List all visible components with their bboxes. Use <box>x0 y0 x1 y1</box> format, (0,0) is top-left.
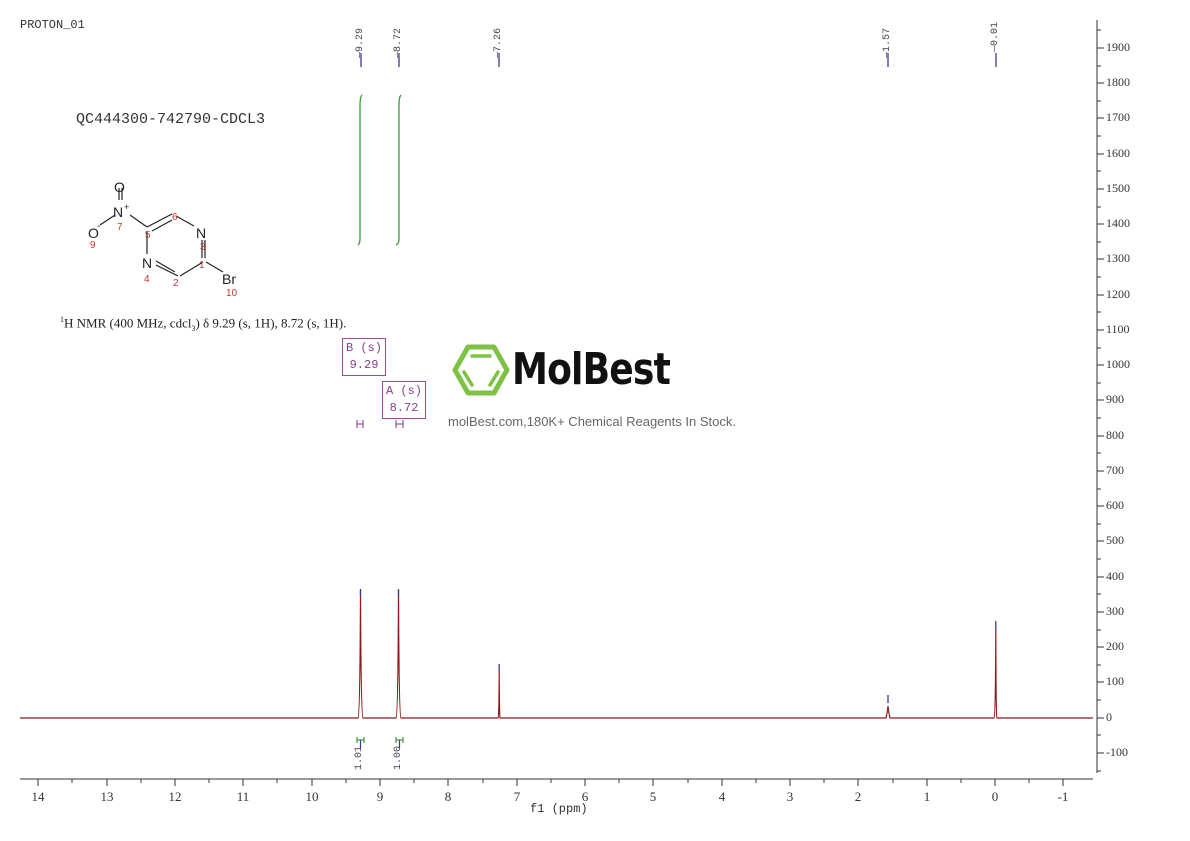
y-tick-label: -100 <box>1106 745 1128 759</box>
svg-text:5: 5 <box>145 230 151 241</box>
y-tick-label: 1800 <box>1106 75 1130 89</box>
y-tick-label: 300 <box>1106 604 1124 618</box>
sample-id: QC444300-742790-CDCL3 <box>76 111 266 128</box>
multiplet-box-b: B (s) 9.29 <box>342 338 386 376</box>
x-tick-label: 13 <box>100 789 114 804</box>
y-tick-label: 400 <box>1106 569 1124 583</box>
multiplet-range-markers <box>356 420 404 428</box>
x-tick-label: 5 <box>649 789 657 804</box>
x-tick-label: 12 <box>168 789 182 804</box>
atom-o8: O <box>114 179 125 195</box>
chemical-structure: O N + O - N N Br 7 9 5 6 3 1 4 2 10 <box>60 170 260 310</box>
y-tick-label: 600 <box>1106 498 1124 512</box>
svg-text:-: - <box>97 221 100 232</box>
y-tick-label: 0 <box>1106 710 1112 724</box>
y-tick-label: 200 <box>1106 639 1124 653</box>
atom-n3: N <box>196 225 206 241</box>
y-tick-label: 1100 <box>1106 322 1130 336</box>
svg-text:+: + <box>124 202 129 212</box>
y-tick-label: 1300 <box>1106 251 1130 265</box>
svg-text:10: 10 <box>226 288 238 299</box>
svg-text:7: 7 <box>117 222 123 233</box>
y-tick-label: 100 <box>1106 674 1124 688</box>
x-axis <box>20 778 1093 786</box>
structure-drawing: O N + O - N N Br 7 9 5 6 3 1 4 2 10 <box>88 179 238 299</box>
y-tick-label: 1600 <box>1106 146 1130 160</box>
x-tick-label: 8 <box>444 789 452 804</box>
x-tick-label: 0 <box>991 789 999 804</box>
multiplet-label: B (s) <box>346 341 383 355</box>
y-tick-label: 900 <box>1106 392 1124 406</box>
watermark-tagline: molBest.com,180K+ Chemical Reagents In S… <box>448 414 736 429</box>
brand-name: MolBest <box>512 344 671 395</box>
multiplet-label: A (s) <box>386 384 423 398</box>
svg-text:3: 3 <box>200 242 206 253</box>
y-tick-label: 1900 <box>1106 40 1130 54</box>
nmr-summary: 1H NMR (400 MHz, cdcl3) δ 9.29 (s, 1H), … <box>60 315 346 333</box>
svg-text:9: 9 <box>90 240 96 251</box>
integral-curves <box>357 94 402 246</box>
svg-text:4: 4 <box>144 274 150 285</box>
y-tick-label: 700 <box>1106 463 1124 477</box>
x-tick-label: 14 <box>31 789 45 804</box>
x-tick-label: 1 <box>923 789 931 804</box>
spectrum-trace <box>20 589 1093 719</box>
x-tick-label: 10 <box>305 789 319 804</box>
x-axis-label: f1 (ppm) <box>530 802 588 816</box>
y-axis <box>1096 20 1104 773</box>
benzene-logo-icon <box>452 344 510 396</box>
multiplet-box-a: A (s) 8.72 <box>382 381 426 419</box>
nmr-summary-prefix: H NMR (400 MHz, cdcl <box>64 315 192 331</box>
multiplet-shift: 9.29 <box>349 358 379 372</box>
y-tick-label: 1500 <box>1106 181 1130 195</box>
peak-label-ticks <box>360 53 997 67</box>
x-tick-label: 3 <box>786 789 794 804</box>
integral-markers <box>356 737 404 743</box>
integral-value: 1.01 <box>354 746 365 771</box>
svg-text:1: 1 <box>199 260 205 271</box>
svg-text:6: 6 <box>172 212 178 223</box>
y-tick-label: 1200 <box>1106 287 1130 301</box>
x-tick-label: 9 <box>376 789 384 804</box>
experiment-title: PROTON_01 <box>20 18 85 32</box>
x-tick-label: 2 <box>854 789 862 804</box>
atom-n4: N <box>142 255 152 271</box>
y-tick-label: 800 <box>1106 428 1124 442</box>
x-tick-label: 4 <box>718 789 726 804</box>
molbest-logo: MolBest <box>452 343 672 399</box>
nmr-summary-suffix: ) δ 9.29 (s, 1H), 8.72 (s, 1H). <box>195 315 347 331</box>
x-tick-label: 7 <box>513 789 521 804</box>
atom-o9: O <box>88 225 99 241</box>
y-tick-label: 1000 <box>1106 357 1130 371</box>
atom-br: Br <box>222 271 236 287</box>
superscript-1: 1 <box>60 315 64 324</box>
x-tick-label: 11 <box>236 789 250 804</box>
atom-n7: N <box>113 204 123 220</box>
peak-top-markers <box>359 589 997 703</box>
y-tick-label: 1400 <box>1106 216 1130 230</box>
x-tick-label: -1 <box>1057 789 1069 804</box>
x-tick-label: 6 <box>581 789 589 804</box>
subscript-3: 3 <box>191 323 196 333</box>
y-tick-label: 1700 <box>1106 110 1130 124</box>
svg-text:2: 2 <box>173 278 179 289</box>
integral-value: 1.00 <box>393 746 404 771</box>
y-tick-label: 500 <box>1106 533 1124 547</box>
multiplet-shift: 8.72 <box>389 401 419 415</box>
